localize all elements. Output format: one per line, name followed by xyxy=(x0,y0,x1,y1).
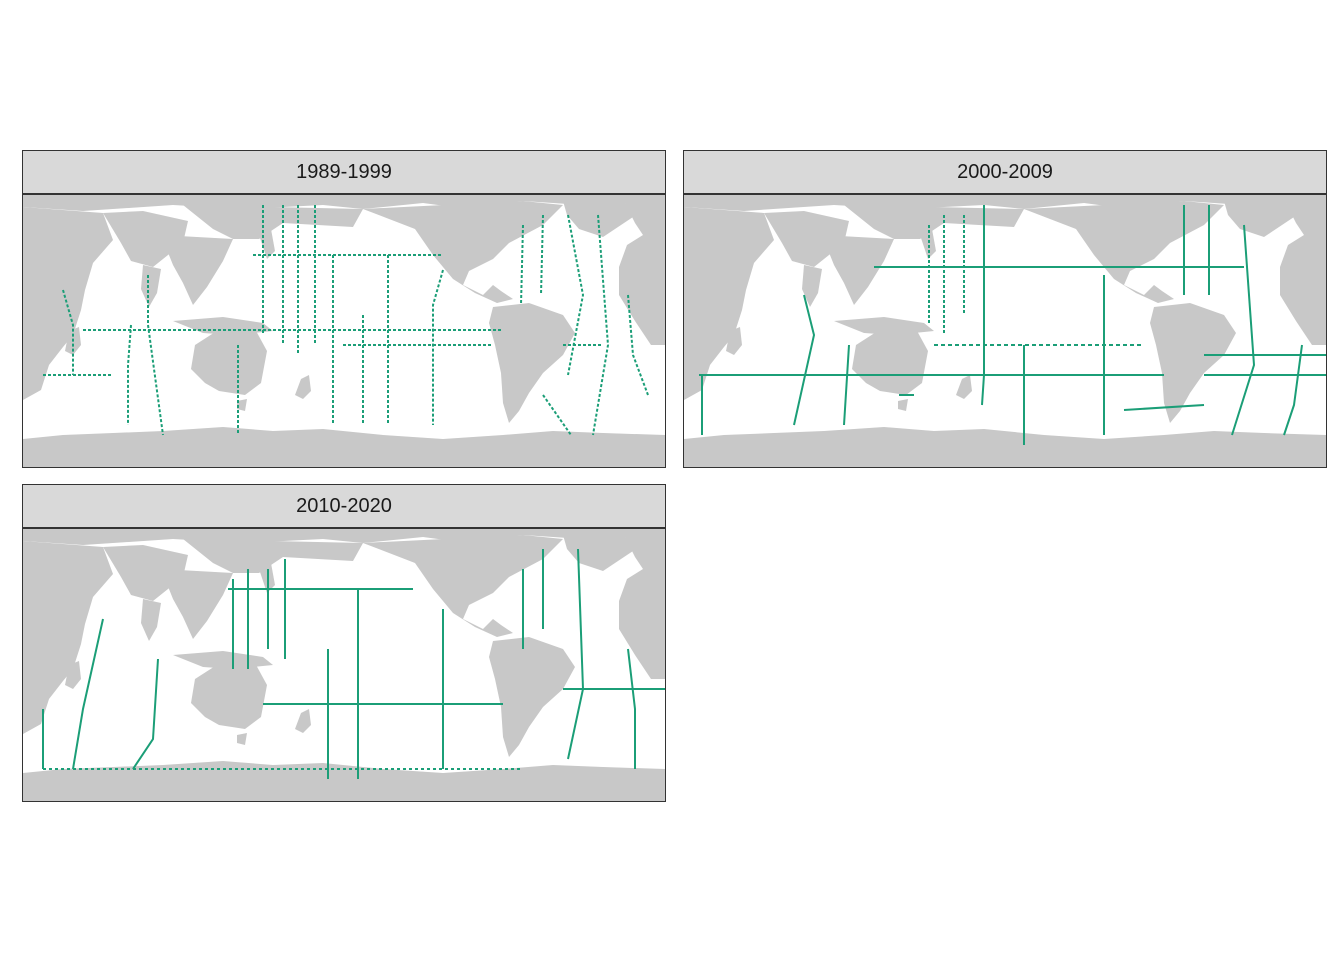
cruise-track xyxy=(1283,344,1303,436)
cruise-track xyxy=(592,214,610,436)
land-mass xyxy=(23,529,665,801)
cruise-track xyxy=(62,289,74,375)
panel-strip: 1989-1999 xyxy=(22,150,666,194)
cruise-track xyxy=(132,658,159,770)
map-canvas xyxy=(684,195,1326,467)
cruise-tracks xyxy=(43,205,649,436)
panel-strip: 2000-2009 xyxy=(683,150,1327,194)
cruise-track xyxy=(147,275,164,436)
panel-title: 2010-2020 xyxy=(296,494,392,517)
panel-2000-2009: 2000-2009 xyxy=(683,150,1327,468)
map-canvas xyxy=(23,195,665,467)
cruise-track xyxy=(981,205,985,406)
cruise-track xyxy=(127,324,132,425)
cruise-track xyxy=(627,294,649,396)
cruise-track xyxy=(542,394,572,436)
land-mass xyxy=(684,195,1326,467)
cruise-track xyxy=(843,344,850,426)
world-map xyxy=(22,194,666,468)
panel-2010-2020: 2010-2020 xyxy=(22,484,666,802)
panel-title: 1989-1999 xyxy=(296,160,392,183)
cruise-track xyxy=(520,224,524,306)
panel-1989-1999: 1989-1999 xyxy=(22,150,666,468)
cruise-track xyxy=(1231,224,1256,436)
panel-title: 2000-2009 xyxy=(957,160,1053,183)
cruise-track xyxy=(567,214,585,376)
world-map xyxy=(683,194,1327,468)
cruise-track xyxy=(540,214,544,296)
panel-strip: 2010-2020 xyxy=(22,484,666,528)
map-canvas xyxy=(23,529,665,801)
world-map xyxy=(22,528,666,802)
cruise-track xyxy=(567,548,585,760)
cruise-track xyxy=(1123,404,1205,411)
cruise-track xyxy=(793,294,816,426)
cruise-track xyxy=(432,269,444,425)
cruise-tracks xyxy=(699,205,1326,445)
cruise-track xyxy=(72,618,104,770)
cruise-track xyxy=(627,648,636,769)
cruise-tracks xyxy=(42,548,665,779)
